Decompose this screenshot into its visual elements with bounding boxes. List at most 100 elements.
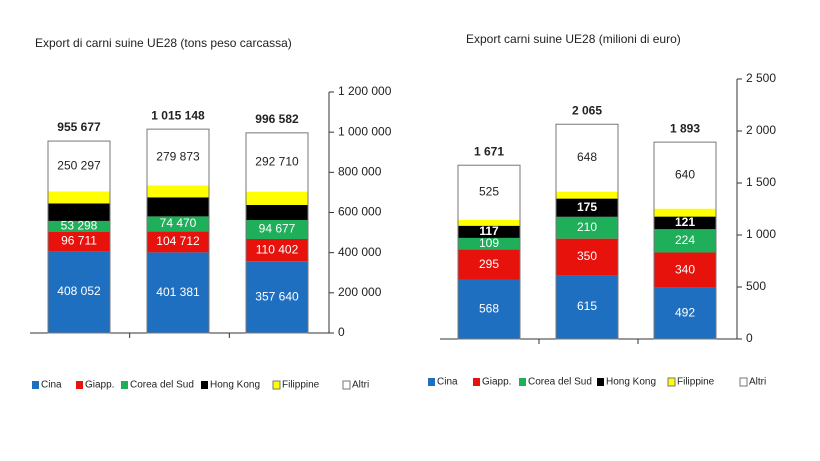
data-label: 340	[675, 262, 695, 276]
data-label: 357 640	[255, 289, 299, 303]
data-label: 53 298	[61, 218, 98, 232]
legend-label: Corea del Sud	[130, 380, 194, 391]
bar-segment	[556, 216, 618, 239]
bar-outline	[47, 140, 111, 334]
chart-title: Export di carni suine UE28 (tons peso ca…	[35, 36, 292, 50]
legend-label: Cina	[41, 380, 62, 391]
bar-segment	[48, 203, 110, 221]
legend-label: Corea del Sud	[528, 377, 592, 388]
data-label: 117	[479, 224, 499, 238]
legend-swatch	[473, 378, 480, 386]
bar-segment	[246, 239, 308, 262]
bar-segment	[147, 252, 209, 333]
total-label: 1 671	[474, 144, 504, 158]
total-label: 1 893	[670, 121, 700, 135]
y-tick-label: 2 500	[746, 71, 776, 85]
data-label: 350	[577, 249, 597, 263]
data-label: 615	[577, 299, 597, 313]
bar-segment	[458, 165, 520, 220]
bar-segment	[48, 141, 110, 192]
y-tick-label: 500	[746, 279, 766, 293]
y-tick-label: 1 500	[746, 175, 776, 189]
bar-segment	[246, 204, 308, 220]
bar-segment	[48, 251, 110, 333]
data-label: 292 710	[255, 154, 299, 168]
bar-segment	[556, 124, 618, 192]
y-tick-label: 1 000	[746, 227, 776, 241]
bar-segment	[147, 231, 209, 253]
legend-label: Altri	[749, 377, 766, 388]
bar-segment	[654, 287, 716, 339]
bar-segment	[246, 132, 308, 192]
bar-outline	[653, 141, 717, 340]
data-label: 295	[479, 257, 499, 271]
legend-label: Filippine	[282, 380, 320, 391]
legend-swatch	[597, 378, 604, 386]
data-label: 94 677	[259, 222, 296, 236]
bar-outline	[555, 123, 619, 340]
legend-label: Giapp.	[85, 380, 114, 391]
y-tick-label: 800 000	[338, 165, 382, 179]
bar-segment	[556, 198, 618, 217]
y-tick-label: 0	[338, 325, 345, 339]
legend-swatch	[342, 380, 351, 390]
data-label: 568	[479, 302, 499, 316]
bar-outline	[146, 128, 210, 334]
bar-segment	[654, 208, 716, 217]
bar-segment	[147, 129, 209, 186]
bar-segment	[246, 261, 308, 333]
bar-segment	[147, 197, 209, 217]
data-label: 408 052	[57, 284, 101, 298]
y-tick-label: 1 000 000	[338, 124, 392, 138]
data-label: 109	[479, 236, 499, 250]
y-tick-label: 600 000	[338, 205, 382, 219]
data-label: 175	[577, 200, 597, 214]
bar-segment	[458, 225, 520, 238]
bar-outline	[457, 164, 521, 340]
y-tick-label: 1 200 000	[338, 84, 392, 98]
legend-swatch	[121, 381, 128, 389]
legend-label: Cina	[437, 377, 458, 388]
total-label: 1 015 148	[151, 108, 205, 122]
legend-swatch	[272, 380, 281, 390]
total-label: 955 677	[57, 120, 101, 134]
bar-outline	[245, 132, 309, 334]
legend-swatch	[667, 377, 676, 387]
legend-label: Hong Kong	[606, 377, 656, 388]
bar-segment	[48, 191, 110, 204]
bar-segment	[458, 249, 520, 280]
legend-swatch	[519, 378, 526, 386]
data-label: 74 470	[160, 216, 197, 230]
legend-swatch	[739, 377, 748, 387]
data-label: 279 873	[156, 149, 200, 163]
y-tick-label: 2 000	[746, 123, 776, 137]
bar-segment	[654, 229, 716, 253]
bar-segment	[48, 231, 110, 252]
bar-segment	[48, 220, 110, 232]
legend-label: Filippine	[677, 377, 715, 388]
data-label: 525	[479, 185, 499, 199]
data-label: 121	[675, 215, 695, 229]
legend-swatch	[76, 381, 83, 389]
legend-label: Hong Kong	[210, 380, 260, 391]
data-label: 492	[675, 306, 695, 320]
bar-segment	[458, 219, 520, 226]
bar-segment	[556, 275, 618, 339]
legend-swatch	[428, 378, 435, 386]
data-label: 96 711	[61, 234, 97, 248]
y-tick-label: 0	[746, 331, 753, 345]
total-label: 2 065	[572, 103, 602, 117]
bar-segment	[246, 191, 308, 205]
y-tick-label: 200 000	[338, 285, 382, 299]
data-label: 210	[577, 220, 597, 234]
data-label: 640	[675, 168, 695, 182]
total-label: 996 582	[255, 112, 299, 126]
bar-segment	[654, 216, 716, 230]
data-label: 104 712	[156, 234, 200, 248]
bar-segment	[458, 237, 520, 250]
legend-label: Giapp.	[482, 377, 511, 388]
chart-title: Export carni suine UE28 (milioni di euro…	[466, 32, 681, 46]
y-tick-label: 400 000	[338, 245, 382, 259]
data-label: 110 402	[256, 242, 299, 256]
